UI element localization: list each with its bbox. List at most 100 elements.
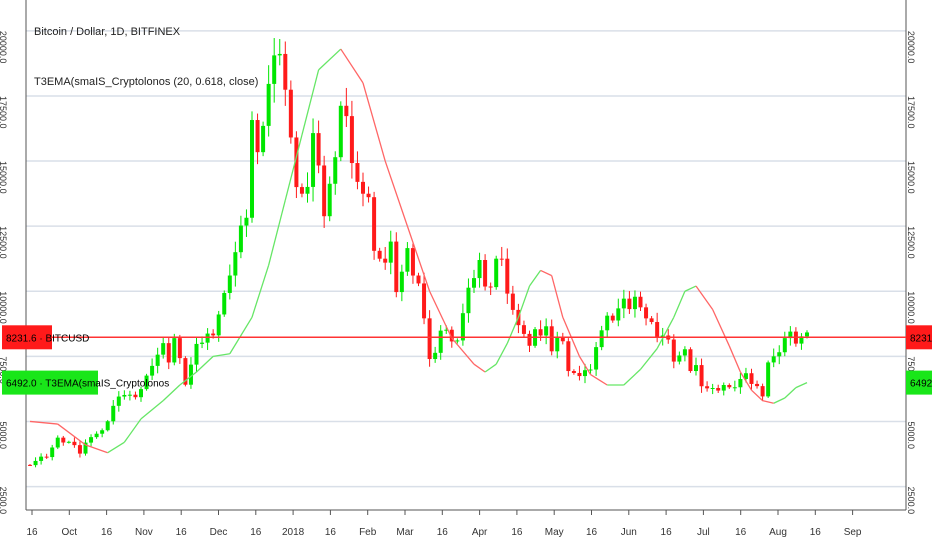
candle-down bbox=[755, 383, 760, 387]
t3-segment bbox=[540, 269, 552, 277]
candle-down bbox=[366, 193, 371, 198]
x-tick-label: 2018 bbox=[282, 527, 305, 538]
indicator-label: T3EMA(smaIS_Cryptolonos (20, 0.618, clos… bbox=[34, 76, 259, 88]
candle-up bbox=[544, 326, 549, 336]
candle-up bbox=[188, 364, 193, 385]
t3-indicator-layer bbox=[29, 48, 808, 454]
candle-down bbox=[410, 248, 415, 276]
t3-segment bbox=[739, 371, 753, 391]
x-tick-label: Aug bbox=[769, 527, 787, 538]
t3-segment bbox=[623, 368, 641, 386]
candle-up bbox=[227, 275, 232, 293]
candle-up bbox=[33, 460, 38, 466]
candle-down bbox=[716, 388, 721, 391]
candle-down bbox=[383, 258, 388, 263]
candle-up bbox=[139, 389, 143, 398]
candle-up bbox=[83, 442, 88, 454]
x-tick-label: Feb bbox=[359, 527, 377, 538]
candle-up bbox=[122, 394, 127, 397]
y-tick-label: 2500.0 bbox=[906, 487, 916, 515]
candle-down bbox=[28, 464, 32, 466]
candle-up bbox=[116, 396, 121, 406]
candle-down bbox=[355, 163, 360, 182]
candle-up bbox=[599, 330, 604, 348]
candle-up bbox=[194, 343, 199, 365]
candle-down bbox=[255, 120, 260, 153]
candle-down bbox=[361, 181, 365, 194]
t3-segment bbox=[284, 134, 303, 201]
t3-segment bbox=[229, 316, 253, 355]
candle-down bbox=[627, 298, 632, 310]
t3-segment bbox=[473, 363, 486, 373]
candle-up bbox=[805, 332, 809, 337]
y-tick-label: 5000.0 bbox=[0, 421, 8, 449]
candle-up bbox=[261, 125, 266, 153]
candle-up bbox=[305, 186, 310, 194]
t3-segment bbox=[773, 397, 786, 404]
t3-segment bbox=[140, 400, 164, 420]
candle-up bbox=[444, 329, 449, 331]
t3-segment bbox=[695, 285, 714, 310]
x-tick-label: 16 bbox=[661, 527, 673, 538]
candle-up bbox=[777, 352, 782, 357]
candle-up bbox=[338, 105, 343, 158]
candle-down bbox=[638, 296, 643, 308]
t3-segment bbox=[484, 363, 497, 373]
t3-segment bbox=[57, 423, 86, 446]
chart-title: Bitcoin / Dollar, 1D, BITFINEX bbox=[34, 26, 181, 38]
candle-down bbox=[527, 333, 532, 346]
t3-segment bbox=[728, 345, 741, 373]
price-tag-left-text: 8231.6 · BITCUSD bbox=[6, 333, 89, 344]
candle-up bbox=[155, 354, 160, 366]
candle-down bbox=[538, 329, 543, 336]
candle-down bbox=[655, 322, 660, 337]
candle-up bbox=[105, 421, 110, 431]
candle-up bbox=[277, 53, 282, 56]
candle-up bbox=[150, 365, 155, 376]
price-tag-right-text: 8231.6 bbox=[910, 333, 932, 344]
candle-up bbox=[616, 308, 621, 321]
candle-up bbox=[743, 373, 748, 380]
x-tick-label: 16 bbox=[735, 527, 747, 538]
candle-down bbox=[699, 365, 704, 387]
candle-up bbox=[766, 362, 771, 397]
candle-down bbox=[316, 133, 321, 166]
grid-layer bbox=[25, 0, 907, 511]
t3-segment bbox=[712, 309, 730, 347]
x-tick-label: Jun bbox=[621, 527, 637, 538]
candle-up bbox=[388, 241, 393, 263]
candle-down bbox=[610, 315, 615, 321]
candle-up bbox=[222, 292, 227, 315]
y-tick-label: 20000.0 bbox=[906, 31, 916, 64]
candle-up bbox=[144, 375, 149, 390]
candle-up bbox=[55, 437, 60, 448]
candle-down bbox=[727, 385, 732, 388]
x-axis: 16 Oct 16 Nov 16 Dec 16 2018 16 Feb Mar 16 Apr 16 May 1… bbox=[26, 510, 862, 538]
candle-down bbox=[211, 333, 216, 336]
x-tick-label: Nov bbox=[135, 527, 153, 538]
candle-up bbox=[127, 394, 132, 396]
candle-down bbox=[283, 53, 288, 90]
candle-up bbox=[738, 379, 743, 388]
t3-segment bbox=[762, 399, 774, 404]
candle-down bbox=[177, 338, 182, 359]
candle-down bbox=[322, 165, 327, 217]
candle-up bbox=[799, 336, 804, 344]
t3-segment bbox=[495, 343, 508, 365]
x-tick-label: 16 bbox=[26, 527, 38, 538]
candle-down bbox=[571, 371, 576, 373]
candle-down bbox=[644, 307, 649, 319]
candle-up bbox=[327, 183, 332, 217]
candle-down bbox=[760, 386, 765, 397]
x-tick-label: May bbox=[545, 527, 564, 538]
candle-down bbox=[749, 373, 754, 384]
t3-segment bbox=[590, 374, 608, 386]
candle-down bbox=[416, 275, 421, 284]
candle-up bbox=[732, 387, 737, 389]
candle-up bbox=[399, 271, 404, 293]
t3-segment bbox=[451, 337, 475, 365]
candle-up bbox=[494, 258, 499, 288]
candle-down bbox=[449, 329, 454, 342]
